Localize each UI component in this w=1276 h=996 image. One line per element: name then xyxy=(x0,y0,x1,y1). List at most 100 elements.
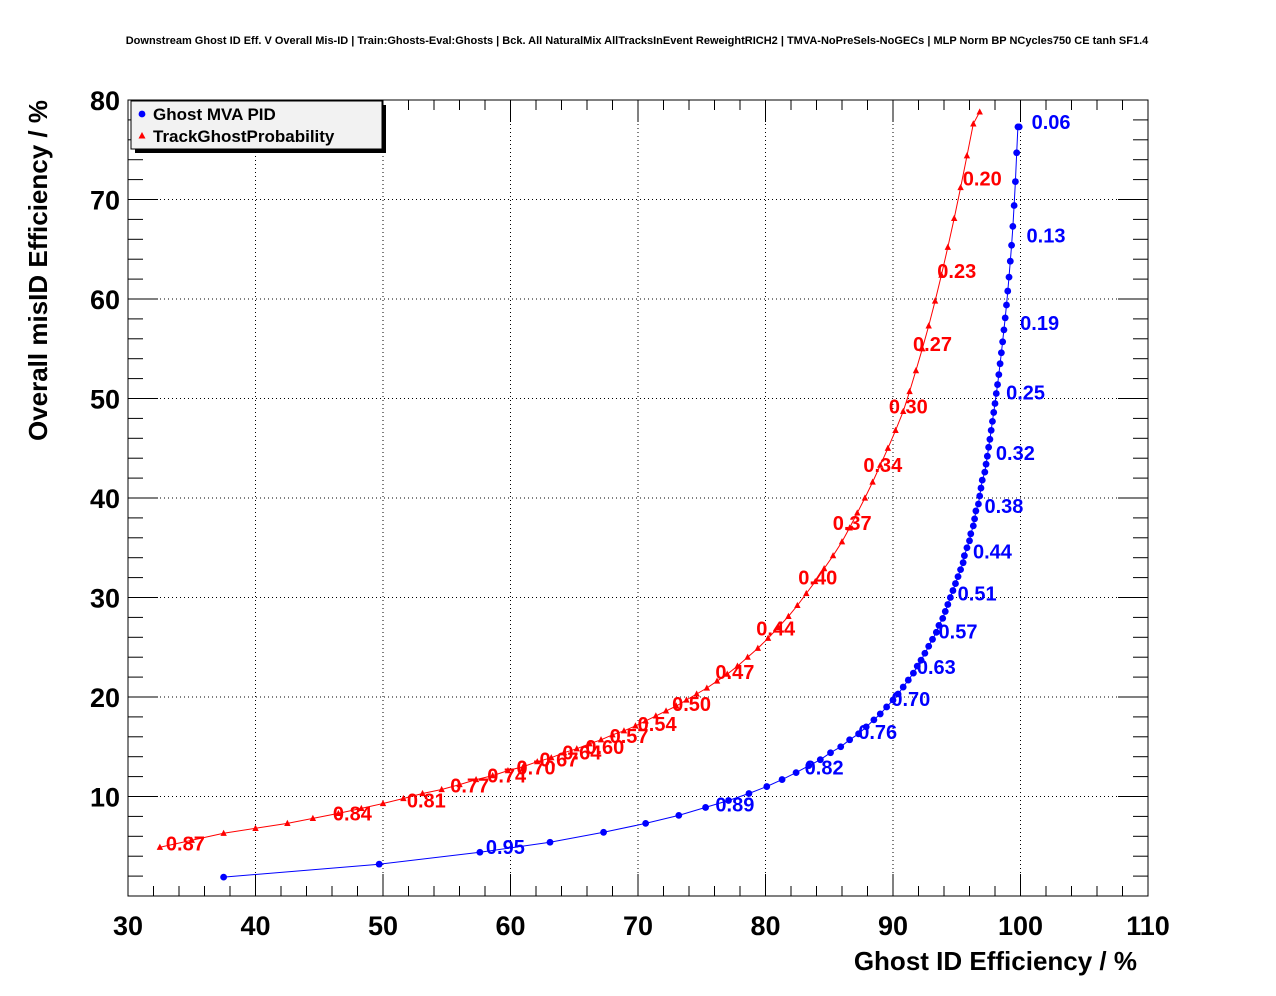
y-tick-label: 10 xyxy=(90,783,120,813)
y-tick-label: 20 xyxy=(90,683,120,713)
data-point xyxy=(982,460,990,468)
data-point xyxy=(870,716,878,724)
data-point xyxy=(976,492,984,500)
data-point xyxy=(921,649,929,657)
data-point xyxy=(876,710,884,718)
x-tick-label: 100 xyxy=(998,911,1043,941)
data-label: 0.95 xyxy=(486,837,525,859)
data-point xyxy=(803,589,810,597)
data-point xyxy=(837,743,845,751)
data-point xyxy=(573,745,580,752)
x-axis-title: Ghost ID Efficiency / % xyxy=(854,946,1137,976)
data-point xyxy=(419,789,426,797)
data-point xyxy=(892,426,899,433)
data-point xyxy=(548,754,555,761)
data-point xyxy=(775,623,782,630)
data-point xyxy=(906,387,913,395)
data-label: 0.77 xyxy=(450,776,489,798)
data-point xyxy=(944,601,952,608)
data-label: 0.27 xyxy=(913,334,952,356)
data-point xyxy=(675,812,683,819)
data-point xyxy=(981,468,989,476)
data-point xyxy=(703,684,711,691)
data-point xyxy=(935,621,943,629)
data-point xyxy=(963,152,971,159)
data-point xyxy=(489,772,496,779)
data-point xyxy=(1008,241,1015,249)
data-label: 0.74 xyxy=(487,766,527,788)
data-point xyxy=(900,407,907,415)
data-point xyxy=(997,349,1005,357)
data-point xyxy=(702,804,709,811)
data-point xyxy=(586,740,593,747)
data-point xyxy=(944,243,952,250)
data-point xyxy=(754,644,762,651)
data-point xyxy=(869,478,876,485)
data-point xyxy=(520,763,527,770)
data-point xyxy=(862,723,870,731)
data-point xyxy=(894,690,902,698)
series-line xyxy=(223,126,1020,878)
y-tick-label: 50 xyxy=(90,385,120,415)
data-label: 0.60 xyxy=(585,737,624,759)
y-tick-label: 40 xyxy=(90,484,120,514)
data-label: 0.30 xyxy=(889,396,928,418)
data-label: 0.87 xyxy=(166,833,205,855)
data-point xyxy=(642,717,649,724)
y-tick-label: 60 xyxy=(90,285,120,315)
data-point xyxy=(966,537,973,545)
data-point xyxy=(919,345,926,352)
data-label: 0.47 xyxy=(715,662,754,684)
y-tick-label: 30 xyxy=(90,584,120,614)
data-point xyxy=(904,676,912,684)
data-point xyxy=(967,530,975,538)
data-label: 0.81 xyxy=(407,790,446,812)
data-point xyxy=(745,790,753,797)
data-point xyxy=(978,476,986,484)
data-point xyxy=(999,338,1007,346)
data-point xyxy=(642,819,650,827)
data-point xyxy=(1012,178,1019,185)
data-point xyxy=(632,722,639,729)
data-label: 0.13 xyxy=(1027,225,1066,247)
grid xyxy=(128,100,1148,896)
data-point xyxy=(284,819,291,826)
data-label: 0.32 xyxy=(996,443,1035,465)
data-point xyxy=(838,538,846,545)
data-point xyxy=(939,614,947,622)
data-point xyxy=(1010,202,1018,209)
data-point xyxy=(597,736,605,743)
data-point xyxy=(985,443,993,451)
data-point xyxy=(734,662,741,669)
data-label: 0.06 xyxy=(1032,112,1071,134)
data-point xyxy=(534,758,541,765)
data-point xyxy=(472,775,480,783)
y-axis-title: Overall misID Efficiency / % xyxy=(23,100,53,441)
data-point xyxy=(951,214,958,222)
data-point xyxy=(476,848,484,856)
data-point xyxy=(504,767,512,774)
y-tick-label: 70 xyxy=(90,186,120,216)
data-point xyxy=(983,452,991,460)
data-point xyxy=(987,426,995,434)
data-label: 0.25 xyxy=(1006,383,1045,405)
data-point xyxy=(946,594,954,601)
data-label: 0.44 xyxy=(973,542,1013,564)
x-tick-label: 30 xyxy=(113,911,143,941)
data-point xyxy=(1005,273,1013,281)
data-label: 0.37 xyxy=(833,513,872,535)
data-point xyxy=(969,522,977,530)
data-point xyxy=(963,544,971,552)
data-label: 0.40 xyxy=(798,568,837,590)
data-point xyxy=(400,794,407,802)
data-label: 0.64 xyxy=(562,743,602,765)
data-point xyxy=(652,712,660,719)
data-point xyxy=(954,573,962,581)
data-point xyxy=(957,566,964,574)
data-point xyxy=(970,120,977,127)
data-point xyxy=(713,677,721,684)
data-point xyxy=(744,653,751,660)
data-point xyxy=(972,507,980,515)
data-series xyxy=(156,108,1023,881)
